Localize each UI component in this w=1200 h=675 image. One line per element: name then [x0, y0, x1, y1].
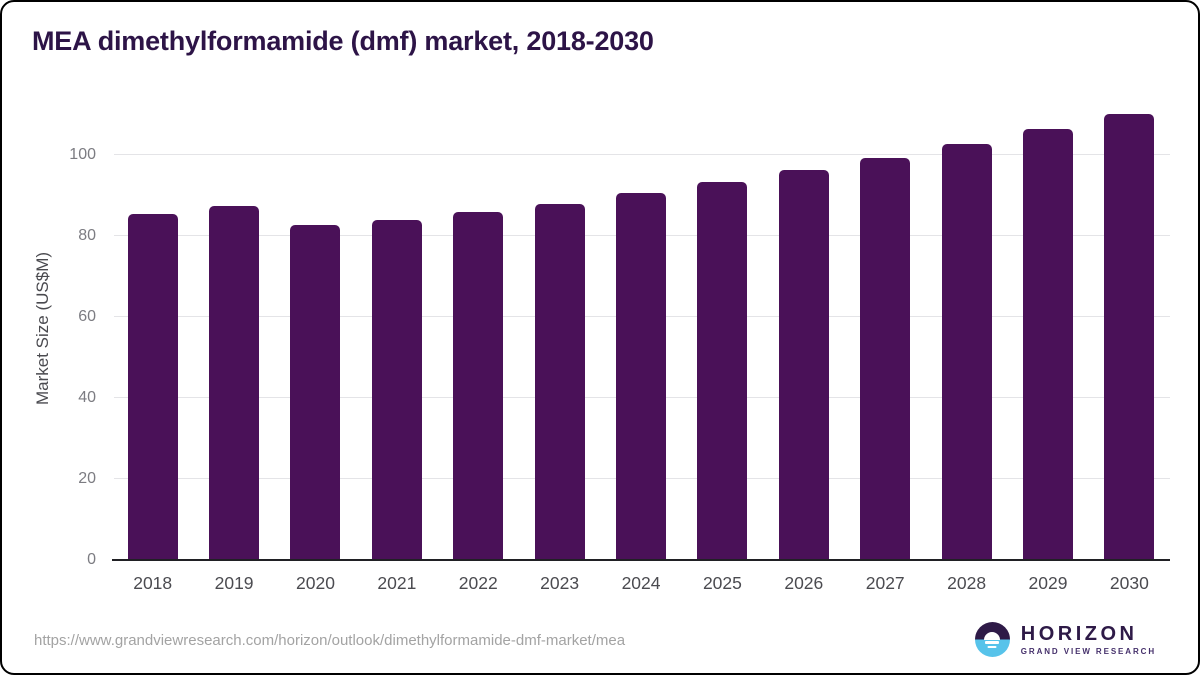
- horizon-sun-icon: [974, 622, 1010, 657]
- bar-2029: [1022, 129, 1073, 560]
- bar-2018: [127, 214, 178, 560]
- x-axis-label-2022: 2022: [458, 573, 498, 593]
- bar-2019: [209, 206, 260, 560]
- bar-2022: [453, 212, 504, 560]
- x-axis-label-2029: 2029: [1028, 573, 1068, 593]
- source-url: https://www.grandviewresearch.com/horizo…: [34, 632, 626, 649]
- bar-slot-2025: [682, 97, 763, 560]
- bar-slot-2024: [600, 97, 681, 560]
- x-axis-label-2025: 2025: [702, 573, 742, 593]
- bar-2024: [616, 193, 667, 560]
- bar-2020: [290, 225, 341, 560]
- gridline-100: [114, 153, 1170, 155]
- bar-2023: [534, 203, 585, 560]
- plot-area: 0 20 40 60 80 100 2018 2019 2020 2021 2022 2023 202…: [69, 97, 1170, 593]
- horizon-logo: HORIZON GRAND VIEW RESEARCH: [974, 622, 1156, 657]
- y-axis-title: Market Size (US$M): [33, 251, 52, 406]
- bar-2021: [371, 219, 422, 560]
- bar-slot-2019: [193, 97, 274, 560]
- x-axis-labels: 2018 2019 2020 2021 2022 2023 2024 2025 2026 2027…: [112, 573, 1170, 594]
- bar-slot-2028: [926, 97, 1007, 560]
- logo-title: HORIZON: [1020, 622, 1138, 645]
- y-tick-label-20: 20: [78, 470, 96, 487]
- x-axis-label-2030: 2030: [1109, 573, 1149, 593]
- bars-row: [112, 97, 1170, 560]
- bar-slot-2022: [438, 97, 519, 560]
- bar-slot-2030: [1089, 97, 1170, 560]
- bar-slot-2018: [112, 97, 193, 560]
- y-tick-label-0: 0: [87, 551, 96, 568]
- x-axis-label-2019: 2019: [214, 573, 254, 593]
- x-axis-label-2023: 2023: [540, 573, 580, 593]
- x-axis-label-2024: 2024: [621, 573, 661, 593]
- logo-text: HORIZON GRAND VIEW RESEARCH: [1021, 624, 1156, 656]
- x-axis-label-2020: 2020: [296, 573, 335, 593]
- ripple-line: [987, 645, 997, 648]
- bar-slot-2020: [275, 97, 356, 560]
- bar-slot-2027: [845, 97, 926, 560]
- bar-slot-2026: [763, 97, 844, 560]
- x-axis-label-2028: 2028: [947, 573, 987, 593]
- y-tick-label-40: 40: [78, 388, 96, 406]
- chart-title: MEA dimethylformamide (dmf) market, 2018…: [32, 26, 654, 56]
- x-axis-line: [112, 559, 1170, 561]
- y-tick-label-60: 60: [78, 307, 96, 325]
- bar-2027: [860, 158, 911, 560]
- x-axis-label-2018: 2018: [133, 573, 173, 593]
- bar-slot-2029: [1007, 97, 1088, 560]
- x-axis-label-2026: 2026: [784, 573, 824, 593]
- y-tick-label-80: 80: [78, 226, 96, 244]
- x-axis-label-2027: 2027: [865, 573, 905, 593]
- ripple-line: [985, 641, 1000, 644]
- sun-shape: [984, 631, 1001, 640]
- bar-2025: [697, 182, 748, 560]
- logo-subtitle: GRAND VIEW RESEARCH: [1020, 646, 1156, 656]
- bar-2030: [1104, 113, 1155, 560]
- x-axis-label-2021: 2021: [377, 573, 417, 593]
- y-tick-label-100: 100: [69, 145, 96, 163]
- bar-2026: [778, 170, 829, 560]
- bar-slot-2023: [519, 97, 600, 560]
- bar-2028: [941, 144, 992, 560]
- bar-slot-2021: [356, 97, 437, 560]
